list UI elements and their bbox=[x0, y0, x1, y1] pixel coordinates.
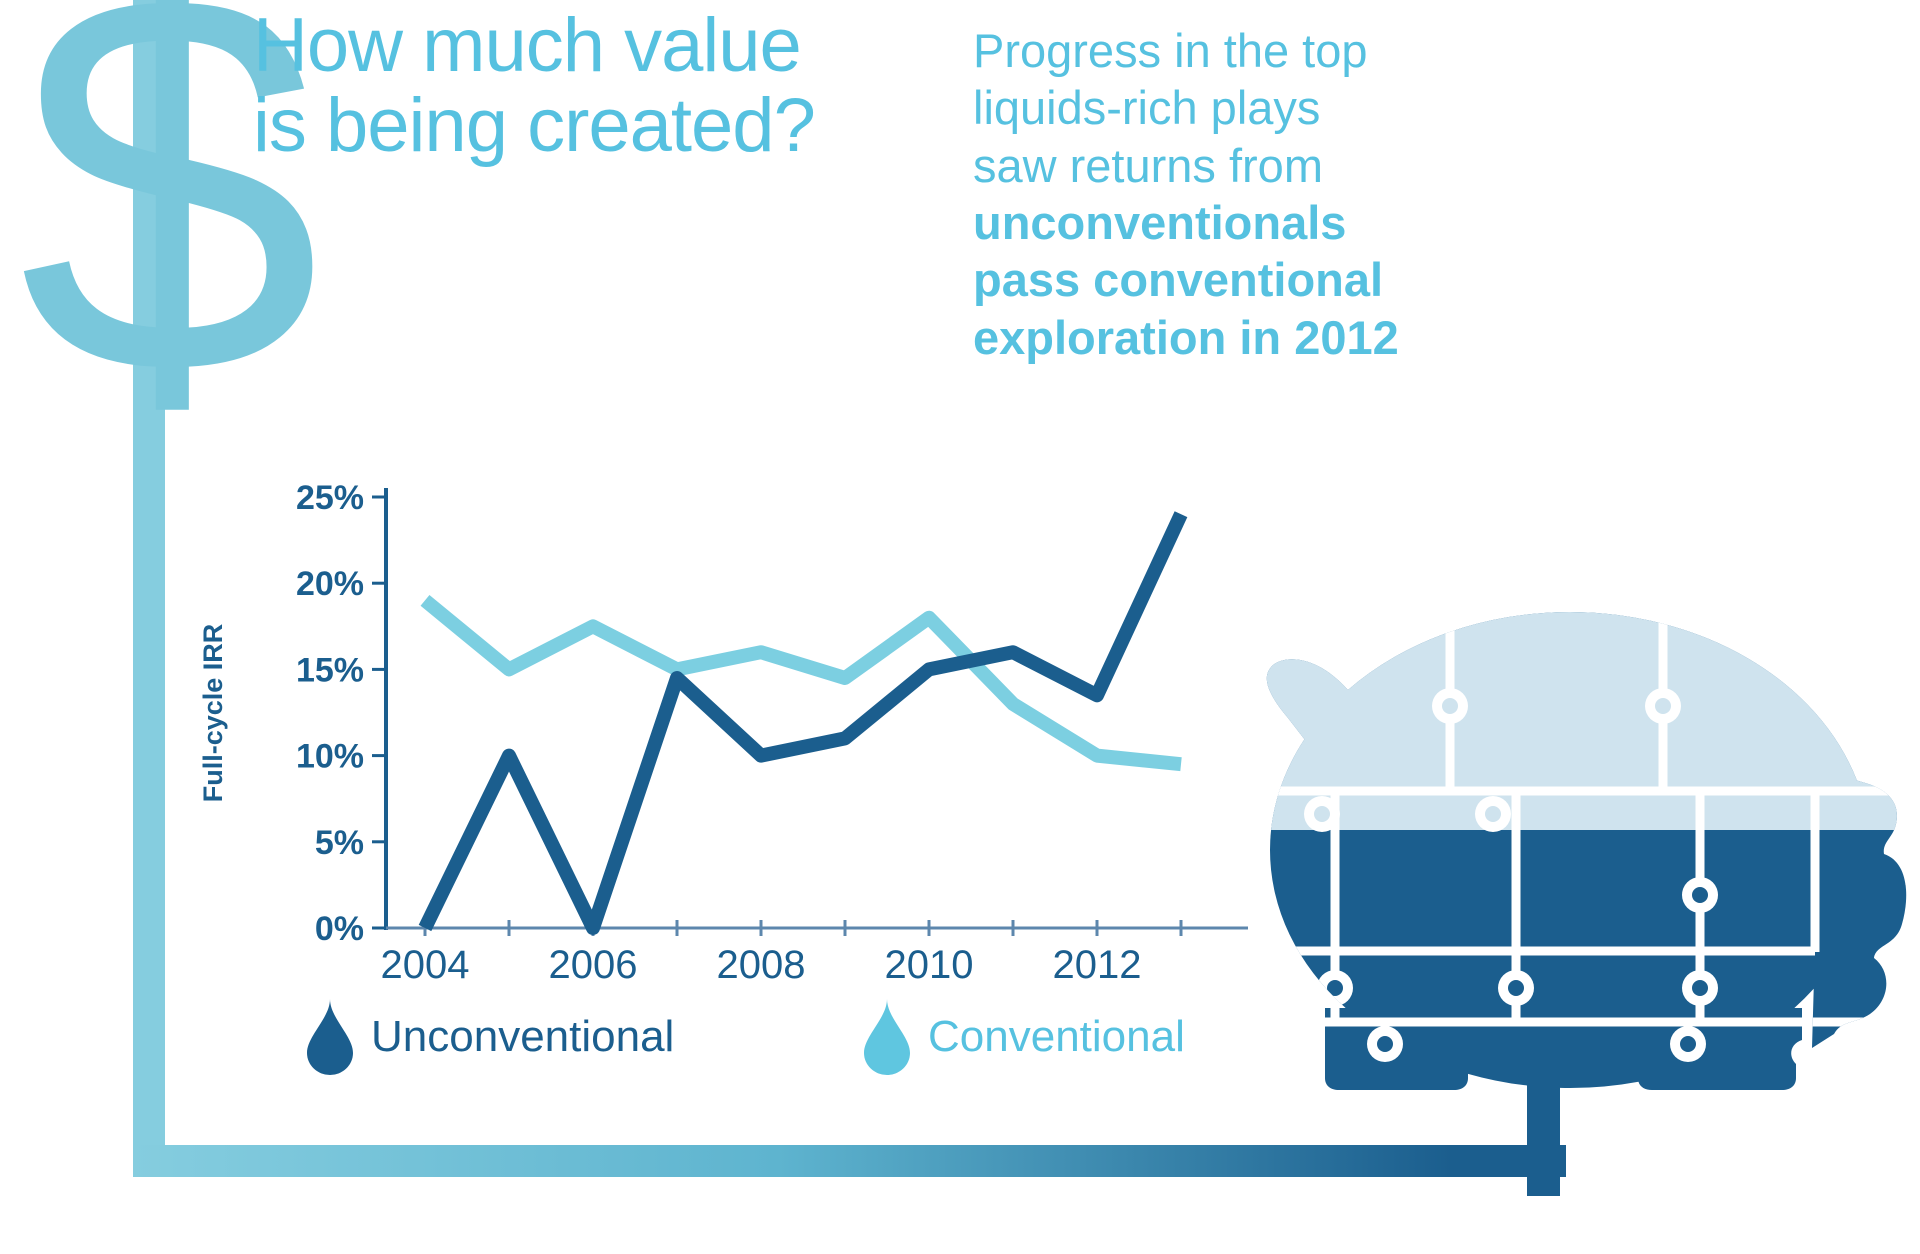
y-tick-label: 25% bbox=[296, 479, 364, 517]
callout-bold-lines: unconventionals pass conventional explor… bbox=[973, 195, 1399, 364]
callout-text: Progress in the top liquids-rich plays s… bbox=[973, 22, 1399, 366]
legend-label-unconventional: Unconventional bbox=[371, 1012, 675, 1061]
droplet-icon-dark bbox=[307, 999, 353, 1075]
y-tick-label: 15% bbox=[296, 651, 364, 689]
x-tick-label: 2010 bbox=[885, 943, 974, 987]
frame-vertical-line bbox=[133, 0, 165, 1177]
y-tick-label: 5% bbox=[315, 824, 364, 862]
legend-item-conventional: Conventional bbox=[862, 998, 1185, 1076]
series-line-conventional bbox=[420, 594, 1182, 772]
x-tick-label: 2004 bbox=[381, 943, 470, 987]
series-line-unconventional bbox=[418, 511, 1188, 935]
callout-regular-lines: Progress in the top liquids-rich plays s… bbox=[973, 24, 1368, 192]
legend-label-conventional: Conventional bbox=[928, 1012, 1185, 1061]
frame-bottom-bar bbox=[133, 1145, 1566, 1177]
y-tick-label: 0% bbox=[315, 910, 364, 948]
y-tick-label: 20% bbox=[296, 565, 364, 603]
y-tick-label: 10% bbox=[296, 738, 364, 776]
y-axis-title: Full-cycle IRR bbox=[198, 624, 228, 803]
irr-line-chart: 0% 5% 10% 15% 20% 25% Full-cycle IRR 2004 2006 20… bbox=[198, 479, 1248, 987]
droplet-icon-light bbox=[864, 999, 910, 1075]
x-tick-label: 2006 bbox=[549, 943, 638, 987]
page-title: How much value is being created? bbox=[253, 3, 816, 168]
puzzle-knobs bbox=[1304, 688, 1718, 1062]
piggy-bank-illustration bbox=[1266, 612, 1907, 1196]
dollar-sign-icon: $ bbox=[18, 0, 322, 488]
x-tick-label: 2008 bbox=[717, 943, 806, 987]
legend-item-unconventional: Unconventional bbox=[305, 998, 674, 1076]
piggy-bank-body bbox=[1266, 612, 1907, 1196]
x-tick-label: 2012 bbox=[1053, 943, 1142, 987]
